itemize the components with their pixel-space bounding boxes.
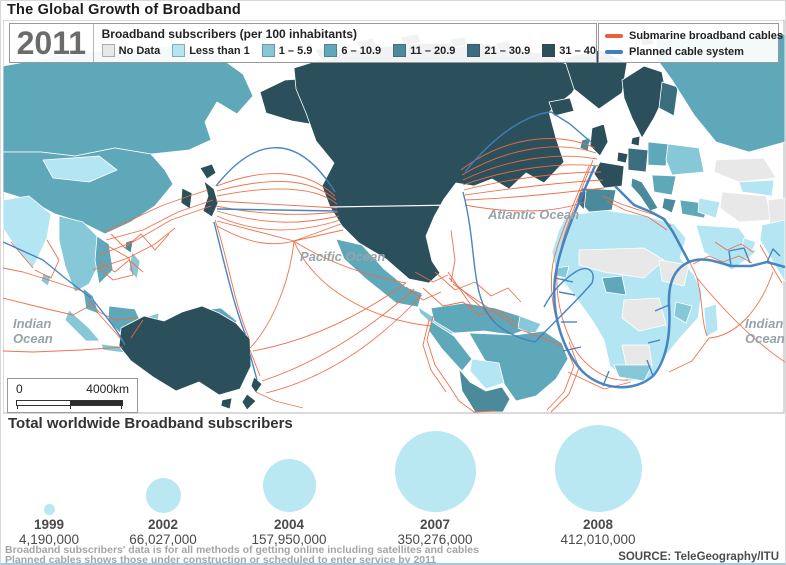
bubble-2008 [554, 424, 642, 512]
cable-line-swatch [605, 50, 623, 54]
ocean-label-indian-east: Indian Ocean [745, 316, 785, 346]
legend-item: 21 – 30.9 [467, 44, 530, 57]
legend-item: 1 – 5.9 [261, 44, 313, 57]
planned-cables [3, 111, 785, 389]
bubble-year-label: 2008 [582, 517, 614, 532]
bubble-2002 [145, 477, 181, 513]
legend-item: 11 – 20.9 [393, 44, 455, 57]
legend-label: Less than 1 [189, 44, 250, 57]
map-scale: 0 4000km [7, 378, 138, 413]
world-map [3, 20, 785, 414]
scale-bar-fill [69, 401, 122, 405]
cable-legend-label: Planned cable system [629, 46, 744, 58]
bubble-value-label: 157,950,000 [251, 532, 327, 547]
legend-title: Broadband subscribers (per 100 inhabitan… [101, 27, 358, 41]
bubble-2004 [262, 458, 316, 512]
scale-end-label: 4000km [86, 382, 129, 396]
legend-label: 11 – 20.9 [410, 44, 456, 57]
footer-note-2: Planned cables shows those under constru… [5, 554, 437, 565]
cable-legend-row: Submarine broadband cables [605, 28, 783, 44]
page-title: The Global Growth of Broadband [7, 2, 241, 18]
cable-legend: Submarine broadband cables Planned cable … [598, 23, 783, 63]
legend-swatch [467, 44, 481, 57]
scale-bar [16, 400, 123, 409]
footer-note-1: Broadband subscribers' data is for all m… [5, 544, 479, 556]
choropleth-legend: 2011 Broadband subscribers (per 100 inha… [9, 23, 597, 63]
scale-tick [121, 405, 122, 409]
legend-item: No Data [101, 44, 161, 57]
legend-label: 21 – 30.9 [484, 44, 531, 57]
scale-start-label: 0 [16, 382, 23, 396]
legend-item: 6 – 10.9 [324, 44, 381, 57]
cable-legend-row: Planned cable system [605, 44, 772, 60]
legend-label: 31 – 40 [559, 44, 596, 57]
legend-swatch [542, 44, 556, 57]
legend-content: Broadband subscribers (per 100 inhabitan… [94, 24, 596, 62]
legend-items: No Data Less than 1 1 – 5.9 6 – 10.9 11 – 20… [101, 44, 596, 57]
legend-swatch [172, 44, 186, 57]
legend-label: 6 – 10.9 [341, 44, 382, 57]
legend-swatch [101, 44, 115, 57]
bubble-year-label: 2002 [147, 517, 179, 532]
scale-tick [17, 405, 18, 409]
ocean-label-indian-west: Indian Ocean [13, 316, 53, 346]
legend-swatch [324, 44, 338, 57]
scale-tick [69, 405, 71, 409]
bubble-value-label: 4,190,000 [18, 532, 80, 547]
map-landmasses [3, 33, 785, 413]
cable-legend-label: Submarine broadband cables [629, 30, 784, 42]
ocean-label-pacific: Pacific Ocean [300, 249, 386, 264]
bubble-1999 [43, 503, 55, 515]
legend-label: 1 – 5.9 [278, 44, 313, 57]
source-credit: SOURCE: TeleGeography/ITU [618, 551, 779, 563]
bubble-2007 [394, 430, 476, 512]
legend-item: 31 – 40 [542, 44, 596, 57]
bubble-chart-title: Total worldwide Broadband subscribers [8, 415, 293, 432]
legend-label: No Data [118, 44, 161, 57]
bubble-year-label: 2004 [273, 517, 305, 532]
bubble-value-label: 350,276,000 [397, 532, 473, 547]
cable-line-swatch [605, 34, 623, 38]
bubble-year-label: 1999 [33, 517, 65, 532]
submarine-cables [3, 138, 785, 413]
legend-swatch [261, 44, 275, 57]
legend-swatch [393, 44, 407, 57]
ocean-label-atlantic: Atlantic Ocean [488, 207, 580, 222]
legend-item: Less than 1 [172, 44, 250, 57]
bubble-value-label: 66,027,000 [129, 532, 197, 547]
bubble-year-label: 2007 [419, 517, 451, 532]
year-label: 2011 [10, 24, 94, 62]
bubble-value-label: 412,010,000 [560, 532, 636, 547]
